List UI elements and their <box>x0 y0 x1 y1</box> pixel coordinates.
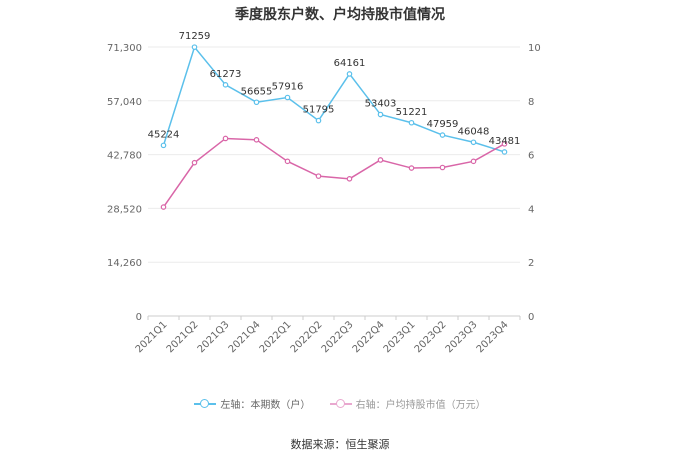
x-tick-label: 2023Q2 <box>413 319 449 355</box>
x-tick-label: 2021Q4 <box>227 319 263 355</box>
data-point <box>408 165 415 171</box>
data-point <box>222 82 229 88</box>
x-tick-label: 2021Q3 <box>196 319 232 355</box>
data-label: 64161 <box>334 58 366 69</box>
data-point <box>439 164 446 171</box>
left-tick-label: 42,780 <box>107 151 142 162</box>
x-tick-label: 2022Q1 <box>258 319 294 355</box>
left-tick-label: 14,260 <box>107 258 142 269</box>
legend-label-households: 左轴：本期数（户） <box>220 400 311 411</box>
left-tick-label: 57,040 <box>107 97 142 108</box>
data-point <box>346 71 353 77</box>
legend: 左轴：本期数（户） 右轴：户均持股市值（万元） <box>0 396 680 412</box>
data-point <box>160 142 167 149</box>
data-label: 45224 <box>148 129 180 140</box>
x-tick-label: 2023Q3 <box>444 319 480 355</box>
data-point <box>439 132 446 138</box>
series-line-1 <box>162 137 505 208</box>
data-label: 51795 <box>303 105 335 116</box>
right-tick-label: 4 <box>528 204 534 215</box>
data-label: 53403 <box>365 99 397 110</box>
right-tick-label: 2 <box>528 258 534 269</box>
data-label: 51221 <box>396 107 428 118</box>
chart-title: 季度股东户数、户均持股市值情况 <box>235 7 445 23</box>
axes: 0 14,260 28,520 42,780 57,040 71,300 0 2 4 6 8 10 20… <box>107 43 541 355</box>
data-point <box>470 139 477 146</box>
legend-label-avg-value: 右轴：户均持股市值（万元） <box>355 400 486 411</box>
data-point <box>284 94 291 101</box>
series-line-0 <box>162 45 505 153</box>
data-point <box>253 99 260 106</box>
legend-swatch-households <box>194 398 217 409</box>
data-labels: 45224 71259 61273 56655 57916 51795 64161 53403… <box>148 31 521 147</box>
grid-lines <box>148 46 520 317</box>
data-point <box>222 135 229 142</box>
right-tick-label: 8 <box>528 97 534 108</box>
data-label: 43481 <box>489 136 521 147</box>
data-point <box>501 149 508 155</box>
data-point <box>501 141 508 147</box>
source-note: 数据来源：恒生聚源 <box>290 438 390 451</box>
data-label: 57916 <box>272 81 304 92</box>
data-point <box>315 117 322 124</box>
x-tick-label: 2023Q1 <box>382 319 418 355</box>
data-point <box>191 44 198 50</box>
data-label: 47959 <box>427 119 459 130</box>
x-tick-label: 2023Q4 <box>475 319 511 355</box>
data-label: 61273 <box>210 69 242 80</box>
data-point <box>284 158 291 165</box>
data-point <box>470 158 477 165</box>
x-tick-label: 2022Q2 <box>289 319 325 355</box>
data-point <box>377 157 384 163</box>
x-tick-label: 2021Q1 <box>134 319 170 355</box>
series <box>160 44 508 210</box>
right-tick-label: 10 <box>528 43 541 54</box>
data-label: 46048 <box>458 126 490 137</box>
x-tick-label: 2022Q4 <box>351 319 387 355</box>
data-point <box>408 119 415 126</box>
data-point <box>253 137 260 143</box>
data-point <box>346 176 353 182</box>
data-point <box>191 159 198 166</box>
data-point <box>377 111 384 118</box>
right-tick-label: 6 <box>528 151 534 162</box>
data-label: 71259 <box>179 31 211 42</box>
legend-swatch-avg-value <box>329 398 352 409</box>
x-tick-label: 2021Q2 <box>165 319 201 355</box>
data-point <box>315 173 322 179</box>
left-tick-label: 28,520 <box>107 204 142 215</box>
legend-item-avg-value[interactable]: 右轴：户均持股市值（万元） <box>329 396 486 411</box>
line-chart: 0 14,260 28,520 42,780 57,040 71,300 0 2 4 6 8 10 20… <box>107 31 541 355</box>
x-tick-label: 2022Q3 <box>320 319 356 355</box>
left-tick-label: 71,300 <box>107 43 142 54</box>
right-tick-label: 0 <box>528 312 534 323</box>
left-tick-label: 0 <box>136 312 142 323</box>
data-label: 56655 <box>241 86 273 97</box>
data-point <box>160 204 167 210</box>
legend-item-households[interactable]: 左轴：本期数（户） <box>194 396 310 411</box>
